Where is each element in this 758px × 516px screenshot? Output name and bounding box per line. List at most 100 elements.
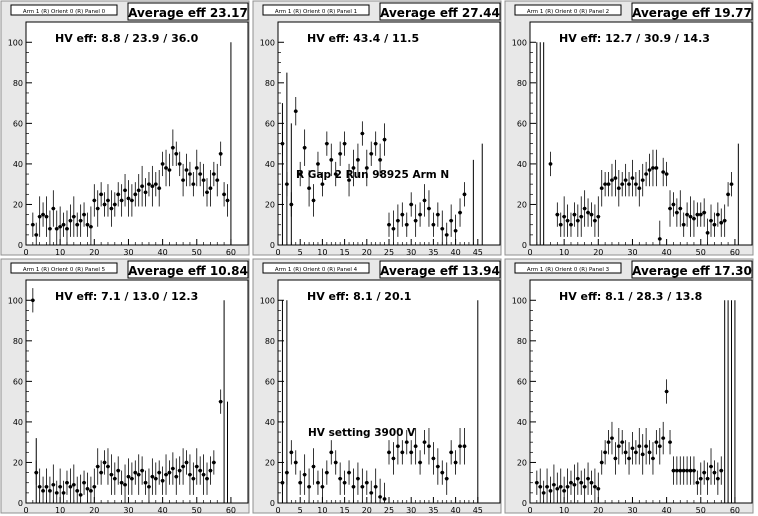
data-point (634, 450, 638, 455)
panel-label: Arm 1 (R) Orient 0 (R) Panel 5 (23, 267, 106, 273)
data-point (644, 444, 648, 449)
x-tick-label: 30 (123, 506, 133, 515)
x-tick-label: 5 (298, 506, 303, 515)
data-point (89, 224, 93, 229)
x-tick-label: 20 (89, 506, 99, 515)
plot-frame (529, 279, 753, 504)
x-tick-label: 20 (362, 506, 372, 515)
data-point (342, 480, 347, 485)
plot-frame (277, 279, 501, 504)
y-tick-label: 20 (517, 200, 527, 209)
data-point (365, 480, 369, 485)
data-point (387, 222, 391, 227)
data-point (338, 151, 342, 156)
data-point (431, 456, 436, 461)
data-point (440, 226, 445, 231)
data-point (99, 192, 103, 197)
data-point (422, 440, 427, 444)
data-point (143, 190, 148, 195)
title-box (127, 2, 249, 21)
x-tick-label: 60 (730, 506, 740, 515)
panel-label: Arm 1 (R) Orient 0 (R) Panel 4 (275, 267, 358, 273)
hv-eff-text: HV eff: 43.4 / 11.5 (307, 32, 419, 45)
data-point (661, 436, 665, 440)
x-tick-label: 25 (384, 248, 394, 257)
data-point (333, 172, 338, 176)
x-tick-label: 60 (226, 506, 236, 515)
data-point (593, 484, 597, 489)
data-point (712, 222, 717, 227)
plot-annotation: HV setting 3900 V (308, 427, 416, 439)
data-point (289, 202, 294, 207)
data-point (51, 482, 56, 487)
data-point (75, 489, 80, 493)
data-point (576, 218, 580, 223)
data-point (623, 450, 628, 455)
data-point (174, 151, 179, 156)
data-point (716, 476, 720, 481)
data-point (695, 480, 700, 485)
data-point (116, 468, 121, 473)
data-point (171, 466, 175, 471)
data-point (606, 440, 611, 444)
data-point (37, 214, 42, 219)
data-point (579, 480, 584, 485)
data-point (681, 468, 686, 473)
data-point (582, 206, 587, 211)
y-tick-label: 80 (517, 337, 527, 346)
data-point (54, 226, 59, 231)
data-point (637, 186, 642, 191)
data-point (449, 218, 453, 223)
data-point (545, 484, 549, 489)
data-point (637, 444, 642, 449)
data-point (712, 470, 717, 475)
data-point (623, 178, 628, 182)
data-point (634, 182, 638, 186)
x-tick-label: 0 (527, 506, 532, 515)
x-tick-label: 35 (428, 248, 438, 257)
data-point (698, 476, 703, 481)
data-point (555, 212, 560, 217)
x-tick-label: 0 (23, 506, 28, 515)
data-point (630, 446, 635, 451)
data-point (449, 450, 453, 455)
data-point (404, 222, 409, 227)
y-tick-label: 100 (512, 296, 527, 305)
data-point (562, 489, 566, 493)
data-point (378, 495, 382, 499)
data-point (552, 482, 556, 487)
y-tick-label: 20 (265, 200, 275, 209)
x-tick-label: 40 (158, 248, 168, 257)
data-point (215, 178, 220, 182)
x-tick-label: 10 (559, 248, 569, 257)
data-point (298, 172, 303, 176)
data-point (133, 470, 138, 475)
chart-title: Average eff 17.30 (632, 264, 752, 278)
hv-eff-text: HV eff: 12.7 / 30.9 / 14.3 (559, 32, 710, 45)
panel-2: Arm 1 (R) Orient 0 (R) Panel 2 Average ef… (504, 0, 754, 257)
data-point (462, 192, 467, 197)
data-point (153, 182, 158, 186)
data-point (338, 476, 342, 481)
data-point (365, 166, 369, 170)
data-point (85, 222, 90, 227)
data-point (427, 444, 431, 449)
data-point (548, 489, 553, 493)
x-tick-label: 5 (298, 248, 303, 257)
data-point (143, 480, 148, 485)
data-point (34, 470, 39, 475)
data-point (198, 172, 202, 176)
data-point (702, 210, 706, 215)
data-point (436, 212, 440, 217)
chart-title: Average eff 19.77 (632, 6, 752, 20)
y-tick-label: 20 (13, 458, 23, 467)
panel-label-box (262, 4, 370, 16)
data-point (293, 109, 298, 113)
x-tick-label: 10 (55, 506, 65, 515)
data-point (671, 202, 676, 207)
data-point (647, 450, 652, 455)
data-point (333, 460, 338, 465)
data-point (147, 182, 151, 186)
panel-label-box (514, 262, 622, 274)
y-tick-label: 20 (13, 200, 23, 209)
